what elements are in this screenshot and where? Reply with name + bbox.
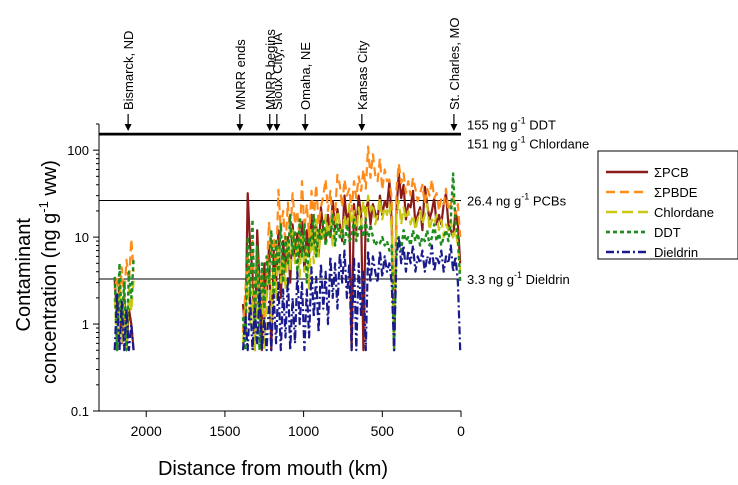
- threshold-label: 155 ng g-1 DDT: [467, 116, 556, 133]
- series-line-ddt: [113, 259, 135, 352]
- x-tick-label: 500: [371, 423, 395, 439]
- y-axis-label-sup: -1: [36, 201, 51, 213]
- location-label-st-charles-mo: St. Charles, MO: [447, 18, 462, 110]
- series-line-ddt: [241, 172, 462, 352]
- legend-label: Dieldrin: [654, 245, 698, 260]
- x-tick-label: 0: [457, 423, 465, 439]
- legend-label: ΣPBDE: [654, 185, 698, 200]
- legend-box: [597, 150, 738, 260]
- y-tick-label: 1: [82, 317, 89, 332]
- series-line-chlordane: [241, 194, 462, 352]
- location-arrowhead: [450, 124, 458, 131]
- series-line-pbde: [241, 145, 462, 352]
- location-arrowhead: [301, 124, 309, 131]
- x-axis-label: Distance from mouth (km): [158, 458, 388, 480]
- threshold-label: 151 ng g-1 Chlordane: [467, 135, 589, 152]
- location-label-mnrr-ends: MNRR ends: [233, 39, 248, 110]
- x-tick-label: 1000: [288, 423, 319, 439]
- location-arrowhead: [273, 124, 281, 131]
- x-tick-label: 1500: [209, 423, 240, 439]
- legend-label: ΣPCB: [654, 165, 689, 180]
- location-arrowhead: [236, 124, 244, 131]
- y-axis-label-tail: ww): [39, 160, 61, 201]
- location-label-sioux-city-ia: Sioux City, IA: [270, 33, 285, 110]
- y-tick-label: 100: [67, 143, 89, 158]
- location-arrowhead: [266, 124, 274, 131]
- x-tick-label: 2000: [131, 423, 162, 439]
- legend: ΣPCB ΣPBDE Chlordane DDT Dieldrin: [597, 150, 738, 260]
- y-tick-label: 0.1: [71, 404, 89, 419]
- axes: 0.1 1 10 100 2000 1500 1000 500 0: [67, 123, 465, 439]
- location-label-kansas-city: Kansas City: [355, 40, 370, 110]
- location-arrowhead: [124, 124, 132, 131]
- legend-label: DDT: [654, 225, 681, 240]
- y-tick-label: 10: [75, 230, 89, 245]
- threshold-label: 3.3 ng g-1 Dieldrin: [467, 270, 570, 287]
- location-arrowhead: [358, 124, 366, 131]
- y-axis-label-line1: Contaminant: [13, 218, 35, 332]
- location-label-bismarck-nd: Bismarck, ND: [121, 31, 136, 110]
- y-axis-label-main: concentration (ng g: [39, 213, 61, 384]
- location-label-mnrr-begins: MNRR begins: [263, 29, 278, 110]
- series-line-dieldrin: [113, 293, 135, 352]
- series-lines: [113, 145, 462, 352]
- location-label-omaha-ne: Omaha, NE: [298, 42, 313, 110]
- series-line-dieldrin: [241, 236, 462, 352]
- threshold-lines: 155 ng g-1 DDT 151 ng g-1 Chlordane 26.4 n…: [99, 116, 589, 287]
- y-axis-label-line2: concentration (ng g-1 ww): [36, 160, 61, 384]
- y-axis-label: Contaminant concentration (ng g-1 ww): [13, 160, 61, 384]
- threshold-label: 26.4 ng g-1 PCBs: [467, 191, 567, 208]
- legend-label: Chlordane: [654, 205, 714, 220]
